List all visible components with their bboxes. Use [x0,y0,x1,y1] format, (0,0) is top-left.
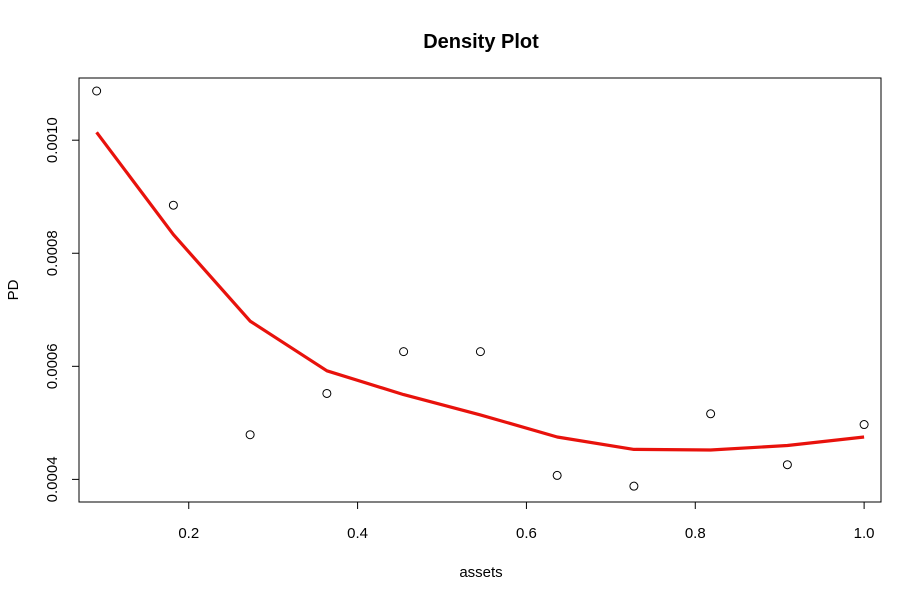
data-point [168,200,178,210]
plot-frame [78,77,882,503]
y-tick-label: 0.0008 [44,230,61,276]
smoothed-density-line [95,131,865,452]
series-layer [92,86,869,491]
x-axis-label: assets [459,564,502,581]
data-point [706,409,716,419]
x-axis: 0.2 0.4 0.6 0.8 1.0 [178,501,875,542]
x-tick-label: 1.0 [854,525,875,542]
x-tick-label: 0.8 [685,525,706,542]
data-point [859,420,869,430]
data-point [782,460,792,470]
data-point [629,481,639,491]
y-tick-label: 0.0010 [44,117,61,163]
x-tick-label: 0.4 [347,525,368,542]
data-point [92,86,102,96]
data-point [245,430,255,440]
data-point [399,347,409,357]
data-point [475,347,485,357]
y-axis: 0.0004 0.0006 0.0008 0.0010 [44,117,80,502]
x-tick-label: 0.2 [178,525,199,542]
y-tick-label: 0.0006 [44,343,61,389]
data-point [552,470,562,480]
x-tick-label: 0.6 [516,525,537,542]
y-axis-label: PD [5,279,22,300]
chart-title: Density Plot [423,31,539,53]
y-tick-label: 0.0004 [44,456,61,502]
data-point [322,388,332,398]
